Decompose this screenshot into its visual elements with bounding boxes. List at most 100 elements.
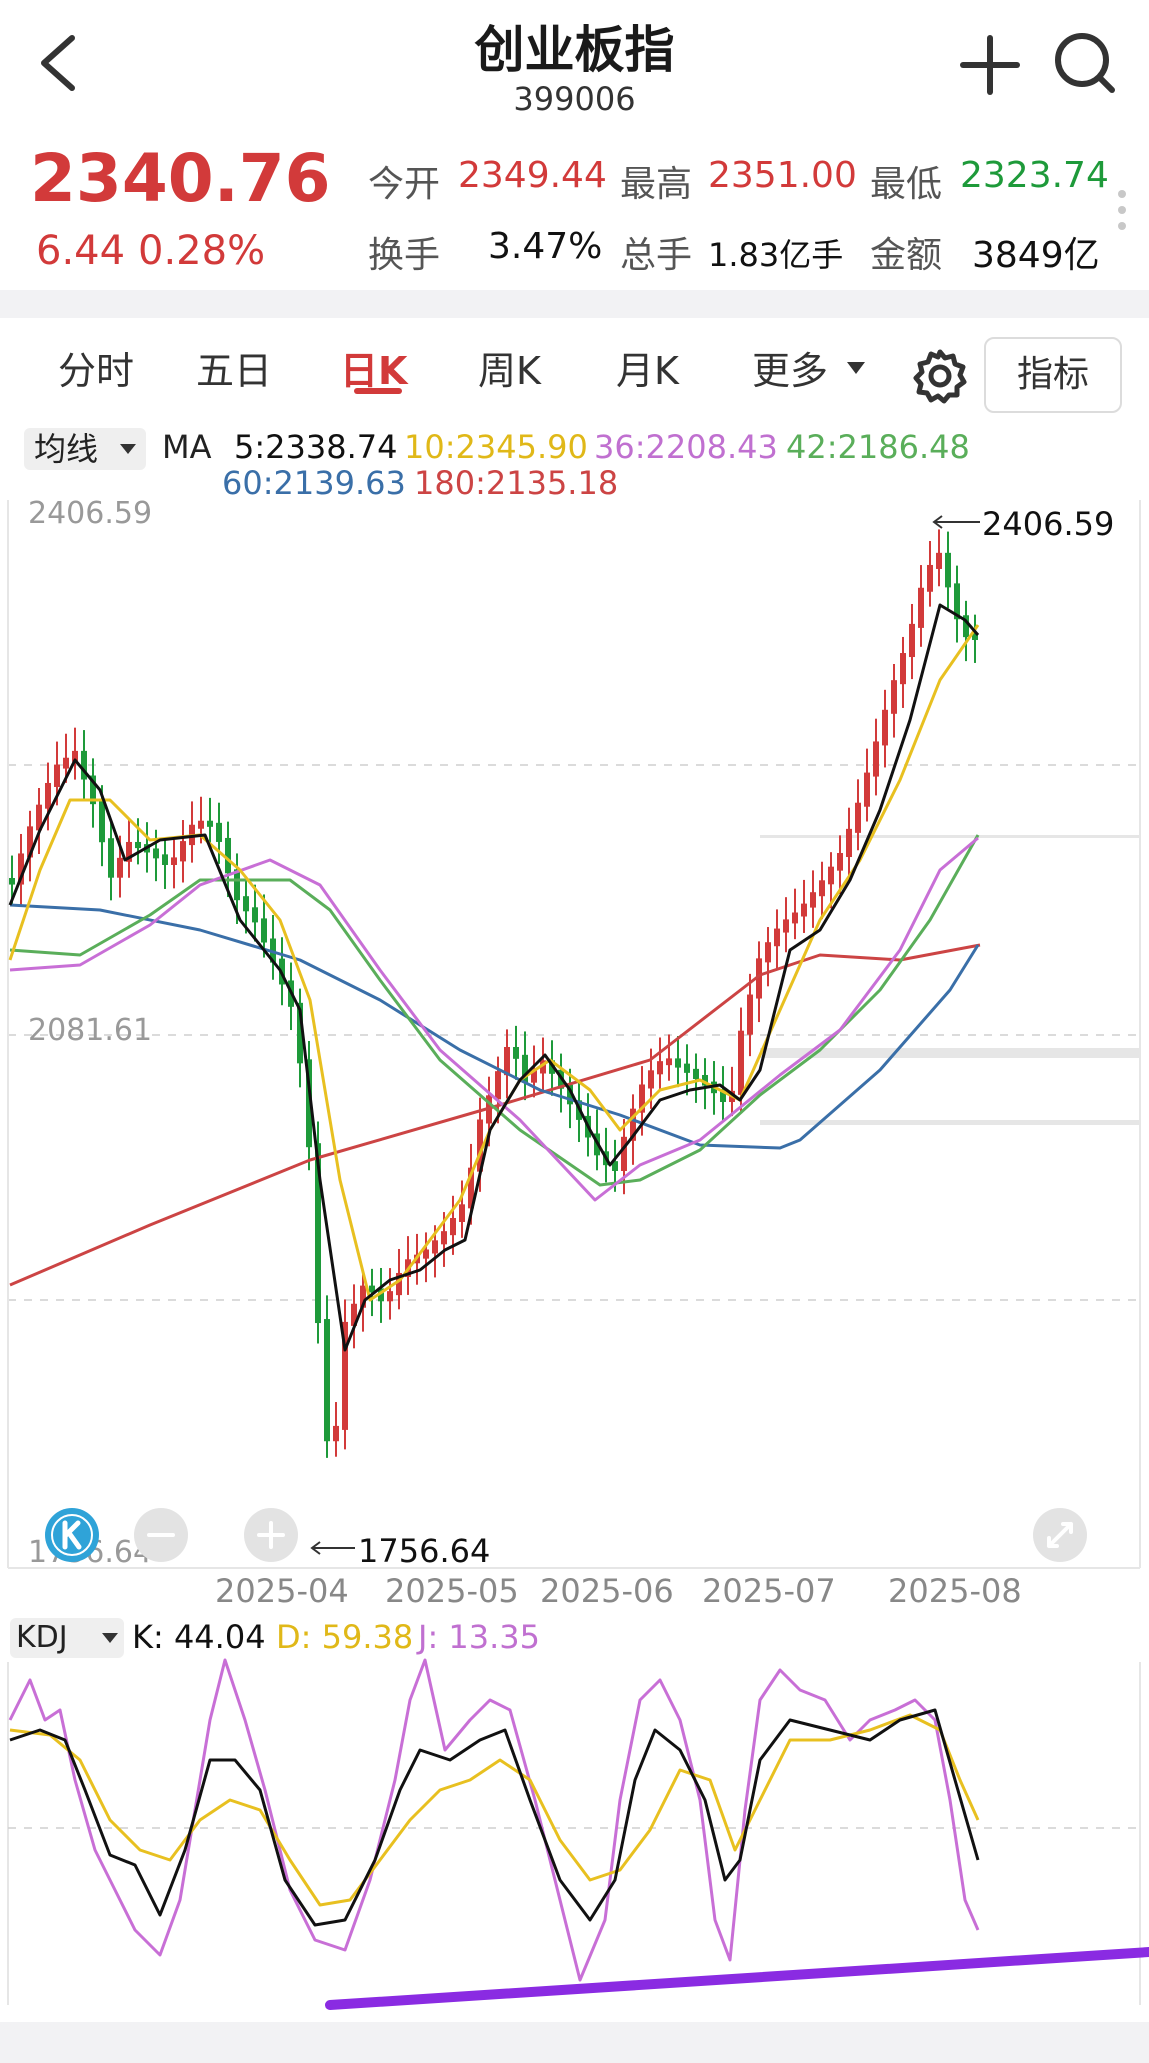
search-icon (1055, 33, 1115, 93)
tab-weekly-k[interactable]: 周K (478, 349, 541, 393)
section-divider (0, 290, 1149, 318)
candle-body (963, 615, 969, 638)
candle-body (261, 918, 267, 943)
moving-average-lines (8, 603, 981, 1352)
add-button[interactable] (955, 30, 1025, 100)
candle-body (801, 903, 807, 917)
ma42-value: 42:2186.48 (786, 428, 970, 466)
candle-body (639, 1084, 645, 1113)
date-label-2025-04: 2025-04 (215, 1572, 349, 1610)
volume-label: 总手 (620, 235, 693, 276)
candle-body (828, 866, 834, 885)
tab-more[interactable]: 更多 (752, 349, 829, 393)
candle-body (162, 854, 168, 865)
kdj-d-line (9, 1713, 980, 1907)
candlesticks (9, 529, 978, 1458)
price-change-pct: 0.28% (138, 228, 266, 274)
tab-daily-k[interactable]: 日K (340, 349, 408, 393)
candle-body (684, 1063, 690, 1073)
candle-body (882, 709, 888, 746)
candle-body (675, 1058, 681, 1068)
candle-body (477, 1119, 483, 1172)
bottom-divider (0, 2022, 1149, 2063)
candle-body (720, 1089, 726, 1103)
candle-body (198, 820, 204, 829)
candle-body (702, 1074, 708, 1086)
candle-body (657, 1061, 663, 1075)
candle-body (522, 1054, 528, 1083)
indicator-button[interactable]: 指标 (984, 337, 1122, 413)
candle-body (873, 741, 879, 777)
candle-body (108, 838, 114, 878)
candle-body (432, 1240, 438, 1254)
plus-icon (960, 35, 1020, 95)
open-value: 2349.44 (458, 155, 607, 196)
ma36-line (9, 836, 979, 1202)
dropdown-caret-icon (120, 444, 136, 454)
ma60-line (9, 903, 980, 1150)
turnover-label: 换手 (368, 235, 441, 276)
candle-body (468, 1167, 474, 1209)
zoom-in-button[interactable] (242, 1506, 300, 1564)
search-button[interactable] (1050, 28, 1120, 98)
candle-body (54, 764, 60, 787)
candle-body (864, 772, 870, 807)
candle-body (423, 1249, 429, 1259)
candle-body (909, 623, 915, 658)
k-logo-button[interactable] (42, 1505, 102, 1565)
candle-body (855, 802, 861, 833)
candle-body (216, 822, 222, 842)
candle-body (765, 942, 771, 963)
candle-body (72, 750, 78, 762)
candle-body (90, 775, 96, 805)
candle-body (351, 1303, 357, 1326)
zoom-out-button[interactable] (132, 1506, 190, 1564)
date-label-2025-08: 2025-08 (888, 1572, 1022, 1610)
current-price: 2340.76 (30, 140, 331, 217)
ma36-value: 36:2208.43 (594, 428, 778, 466)
candle-body (612, 1161, 618, 1171)
stock-code: 399006 (513, 80, 636, 118)
candle-body (774, 928, 780, 947)
ma5-value: 5:2338.74 (234, 428, 398, 466)
more-dots-button[interactable] (1114, 188, 1130, 238)
candle-body (9, 878, 15, 885)
candle-body (567, 1084, 573, 1105)
candle-body (27, 826, 33, 858)
kdj-j-value: J: 13.35 (418, 1618, 540, 1656)
fullscreen-button[interactable] (1031, 1506, 1089, 1564)
candle-body (648, 1070, 654, 1089)
kdj-j-line (8, 1658, 980, 1982)
candle-body (540, 1060, 546, 1074)
candle-body (180, 841, 186, 862)
kdj-k-line (9, 1708, 980, 1927)
kdj-selector[interactable]: KDJ (10, 1618, 124, 1658)
resistance-bands (760, 835, 1140, 1125)
kdj-d-value: D: 59.38 (276, 1618, 414, 1656)
candle-body (18, 853, 24, 885)
candle-body (153, 848, 159, 859)
ma10-line (8, 624, 980, 1302)
settings-button[interactable] (912, 348, 968, 404)
ma-selector[interactable]: 均线 (24, 428, 146, 470)
candle-body (792, 912, 798, 924)
kdj-chart[interactable] (0, 1620, 1149, 2020)
open-label: 今开 (368, 164, 441, 205)
candle-body (495, 1071, 501, 1100)
candle-body (387, 1291, 393, 1302)
tab-monthly-k[interactable]: 月K (616, 349, 679, 393)
candle-body (63, 757, 69, 769)
ma-title: MA (162, 428, 212, 466)
dropdown-caret-icon (847, 362, 865, 374)
candle-body (234, 869, 240, 901)
back-button[interactable] (30, 28, 90, 98)
k-line-chart[interactable] (0, 420, 1149, 1575)
candle-body (36, 804, 42, 831)
zoom-out-icon (134, 1508, 188, 1562)
settings-gear-icon (913, 349, 967, 404)
candle-body (171, 857, 177, 865)
candle-body (810, 892, 816, 908)
amount-label: 金额 (870, 235, 943, 276)
tab-intraday[interactable]: 分时 (58, 349, 135, 393)
tab-five-day[interactable]: 五日 (196, 349, 273, 393)
